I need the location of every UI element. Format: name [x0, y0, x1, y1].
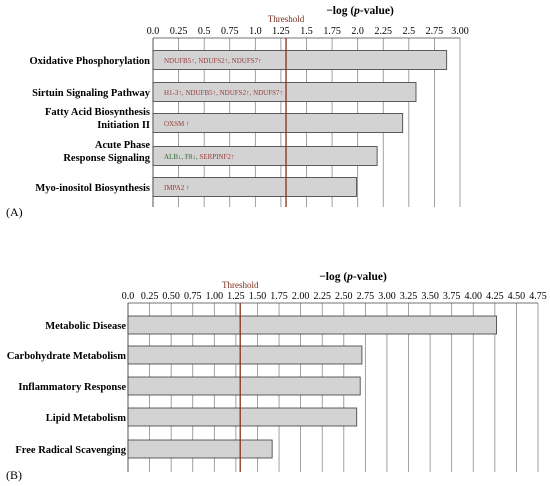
panel-label: (B)	[6, 468, 22, 482]
x-tick-label: 0.5	[198, 26, 211, 37]
x-tick-label: 4.50	[508, 291, 526, 302]
bar	[152, 113, 404, 133]
x-tick-label: 0.50	[162, 291, 180, 302]
x-tick-label: 2.50	[335, 291, 353, 302]
x-tick-label: 2.25	[313, 291, 331, 302]
x-tick-label: 0.0	[122, 291, 135, 302]
x-tick-label: 0.25	[141, 291, 159, 302]
chart-panel-a: 0.0 0.25 0.5 0.75 1.0 1.25 1.5 1.75 2.0 2.25 2.5 2.…	[6, 5, 469, 219]
bar	[152, 146, 378, 166]
x-tick-label: 3.50	[421, 291, 439, 302]
x-tick-label: 0.0	[147, 26, 160, 37]
x-tick-label: 1.25	[227, 291, 245, 302]
threshold-label: Threshold	[222, 280, 259, 290]
x-tick-label: 1.5	[300, 26, 313, 37]
bar	[127, 345, 363, 365]
x-tick-label: 3.00	[451, 26, 469, 37]
threshold-label: Threshold	[268, 14, 305, 24]
x-tick-label: 1.75	[270, 291, 288, 302]
category-label: Metabolic Disease	[45, 321, 126, 332]
axis-title: −log (p-value)	[319, 271, 387, 283]
axis-title: −log (p-value)	[326, 5, 394, 17]
category-label: Sirtuin Signaling Pathway	[32, 88, 151, 99]
bar	[127, 407, 358, 427]
category-label: Fatty Acid Biosynthesis Initiation II	[45, 107, 150, 131]
gene-annotation: ALB↓, F8↓, SERPINF2↑	[164, 153, 234, 161]
x-tick-label: 2.75	[357, 291, 375, 302]
category-label: Lipid Metabolism	[46, 413, 126, 424]
x-tick-label: 1.0	[249, 26, 262, 37]
x-tick-label: 2.0	[351, 26, 364, 37]
category-label: Myo-inositol Biosynthesis	[35, 183, 150, 194]
x-tick-label: 4.00	[465, 291, 483, 302]
x-tick-label: 2.5	[403, 26, 416, 37]
panel-label: (A)	[6, 205, 23, 219]
chart-panel-b: 0.0 0.25 0.50 0.75 1.00 1.25 1.50 1.75 2.00 2.25 2…	[6, 271, 547, 482]
x-tick-label: 4.25	[486, 291, 504, 302]
category-label: Carbohydrate Metabolism	[7, 351, 127, 362]
x-tick-label: 2.25	[375, 26, 393, 37]
x-tick-label: 0.75	[221, 26, 239, 37]
category-label: Acute Phase Response Signaling	[63, 140, 150, 164]
x-tick-label: 2.00	[292, 291, 310, 302]
bar	[127, 439, 273, 459]
x-tick-label: 1.25	[272, 26, 290, 37]
x-tick-label: 1.75	[323, 26, 341, 37]
bar	[127, 376, 361, 396]
bar	[152, 177, 358, 197]
x-tick-label: 4.75	[529, 291, 547, 302]
bar	[127, 315, 497, 335]
gene-annotation: NDUFB5↑, NDUFS2↑, NDUFS7↑	[164, 57, 262, 65]
x-tick-label: 3.75	[443, 291, 461, 302]
category-label: Oxidative Phosphorylation	[30, 56, 151, 67]
x-tick-label: 0.75	[184, 291, 202, 302]
x-tick-label: 3.00	[378, 291, 396, 302]
x-tick-label: 2.75	[426, 26, 444, 37]
bar	[152, 82, 417, 102]
x-tick-label: 1.50	[249, 291, 267, 302]
gene-annotation: OXSM ↑	[164, 120, 189, 128]
gene-annotation: H1-3↑, NDUFB5↑, NDUFS2↑, NDUFS7↑	[164, 89, 283, 97]
category-label: Inflammatory Response	[18, 382, 126, 393]
x-tick-label: 3.25	[400, 291, 418, 302]
x-tick-label: 0.25	[170, 26, 188, 37]
gene-annotation: IMPA2 ↑	[164, 184, 190, 192]
bar	[152, 50, 448, 70]
category-label: Free Radical Scavenging	[15, 445, 126, 456]
x-tick-label: 1.00	[206, 291, 224, 302]
